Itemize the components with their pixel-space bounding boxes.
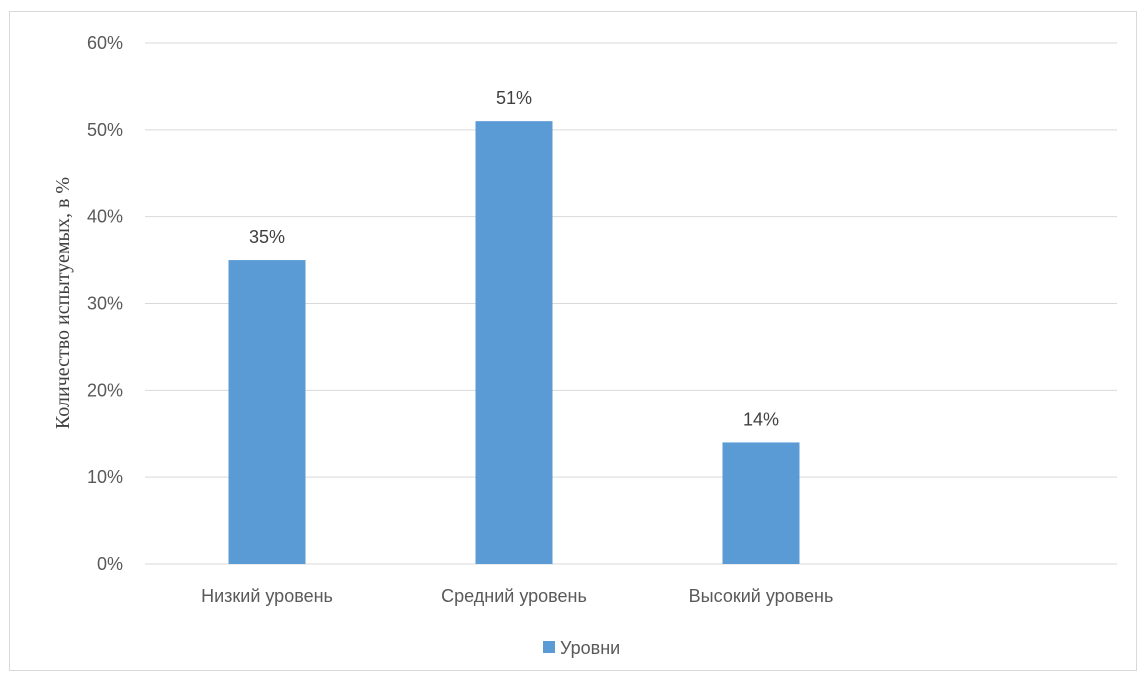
legend-swatch: [543, 641, 555, 653]
bar: [722, 442, 800, 564]
data-label: 51%: [496, 88, 532, 108]
y-axis-title: Количество испытуемых, в %: [52, 177, 74, 429]
y-tick-label: 10%: [87, 467, 123, 487]
y-tick-label: 50%: [87, 120, 123, 140]
legend: Уровни: [543, 638, 620, 658]
gridlines: [145, 42, 1117, 565]
y-tick-label: 40%: [87, 207, 123, 227]
y-axis-tick-labels: 0% 10% 20% 30% 40% 50% 60%: [87, 33, 123, 574]
x-category-label: Средний уровень: [441, 586, 587, 606]
y-tick-label: 0%: [97, 554, 123, 574]
bars: [228, 121, 800, 565]
data-label: 35%: [249, 227, 285, 247]
data-label: 14%: [743, 409, 779, 429]
y-tick-label: 30%: [87, 294, 123, 314]
x-category-label: Низкий уровень: [201, 586, 333, 606]
chart-frame: [9, 11, 1137, 671]
bar: [475, 121, 553, 565]
y-tick-label: 60%: [87, 33, 123, 53]
data-labels: 35% 51% 14%: [249, 88, 779, 429]
bar: [228, 260, 306, 564]
y-tick-label: 20%: [87, 380, 123, 400]
legend-label: Уровни: [560, 638, 620, 658]
x-axis-category-labels: Низкий уровень Средний уровень Высокий уро…: [201, 586, 833, 606]
x-category-label: Высокий уровень: [689, 586, 834, 606]
